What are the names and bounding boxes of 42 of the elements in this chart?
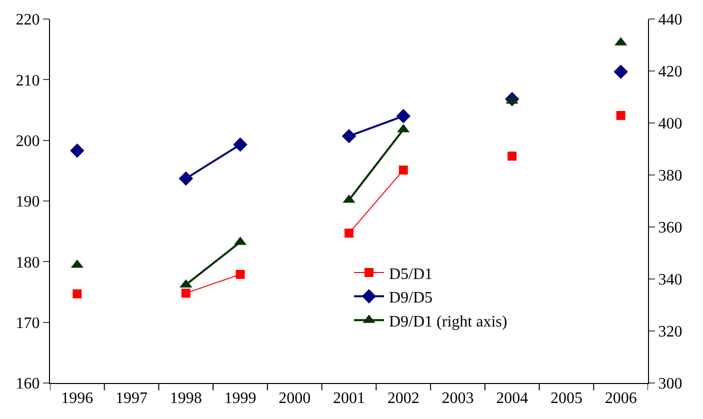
point (396, 108, 411, 124)
legend-label: D9/D1 (right axis) (389, 313, 508, 330)
x-tick-label: 2003 (442, 390, 474, 408)
x-tick-label: 1997 (116, 390, 148, 408)
legend-label: D9/D5 (389, 290, 433, 307)
x-tick-label: 1999 (224, 390, 256, 408)
point (72, 289, 82, 298)
point (614, 64, 628, 79)
y2-tick-label: 320 (658, 324, 682, 341)
y-tick-label: 190 (16, 194, 40, 211)
point (342, 128, 356, 144)
x-tick-label: 1998 (170, 390, 202, 408)
point (233, 137, 248, 152)
point (398, 166, 408, 175)
x-tick-label: 2002 (387, 390, 420, 408)
x-tick-label: 2004 (496, 390, 528, 408)
y2-tick-label: 300 (658, 376, 682, 393)
x-tick-label: 2005 (550, 390, 582, 408)
x-tick-label: 1996 (61, 390, 94, 408)
x-tick-label: 2006 (604, 390, 637, 408)
y-tick-label: 210 (16, 72, 40, 90)
y-tick-label: 170 (16, 314, 40, 332)
y2-tick-label: 440 (658, 12, 682, 29)
y-tick-label: 180 (16, 254, 40, 272)
y2-tick-label: 380 (658, 168, 682, 185)
x-tick-label: 2000 (278, 390, 311, 408)
x-tick-label: 2001 (333, 390, 365, 408)
legend-label: D5/D1 (389, 266, 433, 283)
y2-tick-label: 340 (658, 272, 682, 289)
y2-tick-label: 420 (658, 64, 682, 81)
y-tick-label: 220 (16, 12, 40, 29)
point (236, 270, 245, 279)
point (508, 152, 517, 161)
point (181, 288, 190, 298)
point (70, 144, 84, 158)
y-tick-label: 200 (16, 132, 40, 150)
y-tick-label: 160 (16, 376, 40, 393)
point (616, 110, 626, 120)
y2-tick-label: 400 (658, 116, 682, 133)
point (178, 171, 194, 186)
point (344, 228, 354, 238)
y2-tick-label: 360 (658, 220, 682, 237)
